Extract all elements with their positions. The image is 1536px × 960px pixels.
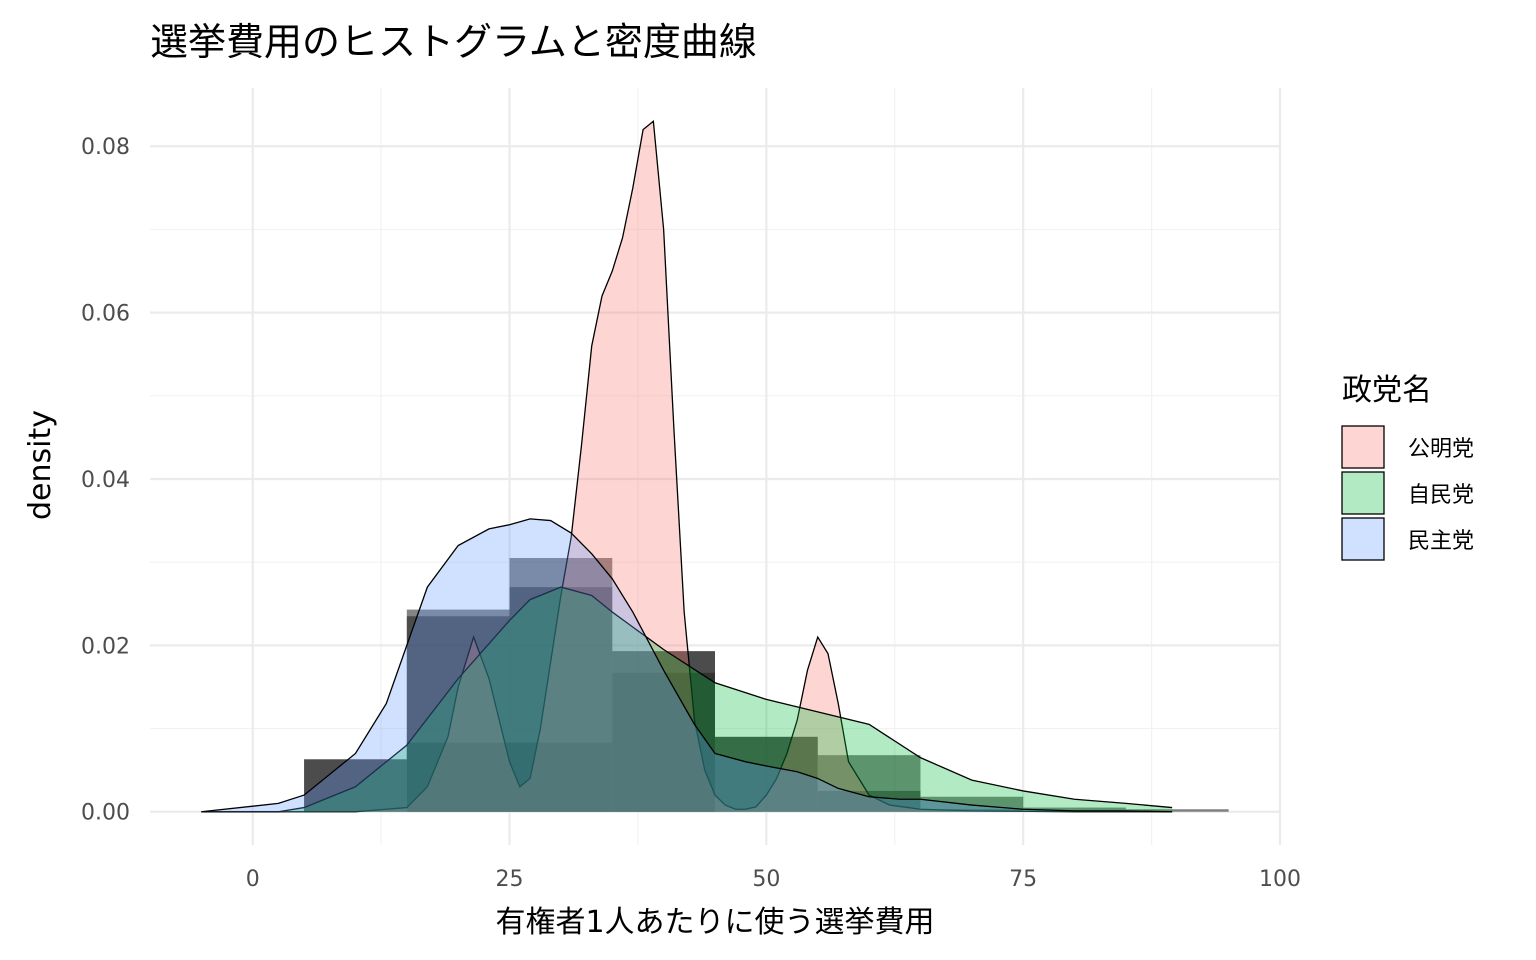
density-area bbox=[201, 587, 1173, 812]
density-line bbox=[201, 586, 1173, 813]
histogram-bar bbox=[1125, 809, 1229, 812]
histogram-bar bbox=[612, 651, 715, 812]
y-tick-label: 0.06 bbox=[81, 302, 130, 327]
x-axis-title: 有権者1人あたりに使う選挙費用 bbox=[495, 905, 934, 940]
histogram-layer bbox=[304, 558, 1229, 812]
legend-title: 政党名 bbox=[1342, 373, 1432, 408]
x-tick-label: 100 bbox=[1259, 867, 1301, 892]
histogram-bar bbox=[406, 609, 510, 812]
y-tick-label: 0.02 bbox=[81, 634, 130, 659]
legend-key bbox=[1341, 425, 1385, 469]
histogram-bar bbox=[920, 796, 1024, 812]
x-tick-label: 75 bbox=[1009, 867, 1037, 892]
histogram-bar bbox=[509, 558, 613, 812]
legend-label: 公明党 bbox=[1408, 437, 1474, 462]
legend-label: 民主党 bbox=[1408, 529, 1474, 554]
histogram-bar bbox=[817, 790, 921, 812]
density-line bbox=[201, 120, 1173, 813]
x-axis-ticks: 0 25 50 75 100 bbox=[246, 867, 1301, 892]
x-tick-label: 50 bbox=[752, 867, 780, 892]
chart-title: 選挙費用のヒストグラムと密度曲線 bbox=[150, 20, 757, 64]
histogram-bar bbox=[304, 759, 407, 812]
y-axis-ticks: 0.00 0.02 0.04 0.06 0.08 bbox=[81, 135, 130, 825]
y-tick-label: 0.04 bbox=[81, 468, 130, 493]
y-tick-label: 0.00 bbox=[81, 801, 130, 826]
histogram-bar bbox=[1023, 807, 1126, 812]
y-axis-title: density bbox=[23, 410, 58, 520]
x-tick-label: 0 bbox=[246, 867, 260, 892]
plot-area bbox=[150, 88, 1282, 845]
density-line bbox=[201, 518, 1173, 813]
density-area bbox=[201, 121, 1173, 812]
density-area bbox=[201, 518, 1173, 812]
density-layer bbox=[201, 120, 1173, 813]
legend-key bbox=[1341, 517, 1385, 561]
legend-key bbox=[1341, 471, 1385, 515]
x-tick-label: 25 bbox=[496, 867, 524, 892]
legend-label: 自民党 bbox=[1408, 483, 1474, 508]
y-tick-label: 0.08 bbox=[81, 135, 130, 160]
histogram-bar bbox=[715, 736, 818, 812]
